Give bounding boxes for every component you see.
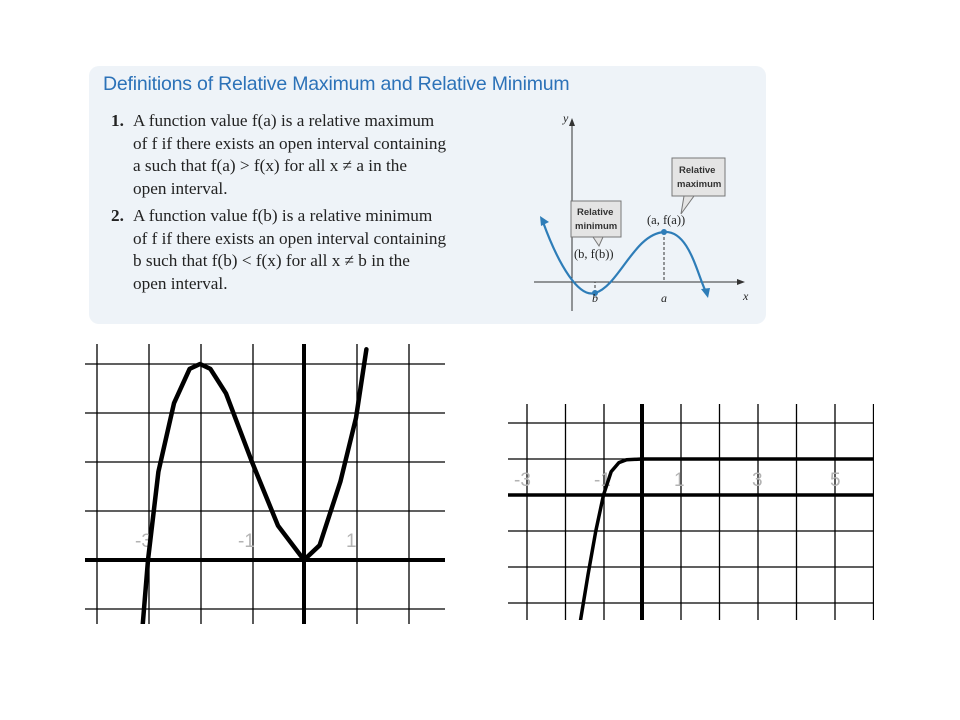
tick-label: 5 <box>830 470 841 491</box>
item-line: of f if there exists an open interval co… <box>133 228 447 248</box>
item-number: 1. <box>111 111 124 130</box>
tick-label: 1 <box>346 531 357 552</box>
min-callout-line2: minimum <box>575 221 617 232</box>
min-callout-line1: Relative <box>577 207 613 218</box>
inset-x-arrow <box>737 279 745 285</box>
max-callout-box <box>671 157 726 197</box>
exponential-graph: -3 -1 1 3 5 <box>508 404 874 620</box>
relative-extrema-diagram: y x b a (a, f(a)) (b, f(b)) Relative max… <box>534 111 749 311</box>
tick-label: 1 <box>674 470 685 491</box>
cubic-graph: -3 -1 1 <box>85 344 445 624</box>
definition-item-relative-maximum: 1. A function value f(a) is a relative m… <box>111 110 531 200</box>
exponential-curve <box>578 457 874 620</box>
inset-y-label: y <box>562 111 569 125</box>
inset-b-label: b <box>592 291 598 305</box>
definition-item-relative-minimum: 2. A function value f(b) is a relative m… <box>111 205 531 295</box>
inset-max-point-label: (a, f(a)) <box>647 213 685 227</box>
item-line: b such that f(b) < f(x) for all x ≠ b in… <box>133 251 410 270</box>
inset-x-label: x <box>742 289 749 303</box>
tick-label: -1 <box>238 531 255 552</box>
tick-label: -3 <box>514 470 531 491</box>
definition-box: Definitions of Relative Maximum and Rela… <box>89 66 766 324</box>
max-callout-line2: maximum <box>677 179 721 190</box>
inset-max-point <box>661 229 667 235</box>
min-callout-pointer <box>592 236 604 248</box>
grid <box>508 404 874 620</box>
definition-title: Definitions of Relative Maximum and Rela… <box>103 73 570 95</box>
item-line: of f if there exists an open interval co… <box>133 133 447 153</box>
tick-label: 3 <box>752 470 763 491</box>
inset-curve <box>541 221 707 295</box>
inset-a-label: a <box>661 291 667 305</box>
cubic-curve <box>140 347 369 624</box>
item-line: A function value f(a) is a relative maxi… <box>133 111 435 130</box>
inset-min-point-label: (b, f(b)) <box>574 247 614 261</box>
item-number: 2. <box>111 206 124 225</box>
grid <box>85 344 445 624</box>
inset-y-arrow <box>569 118 575 126</box>
inset-curve-arrow-left <box>540 216 549 226</box>
max-callout-line1: Relative <box>679 165 715 176</box>
inset-min-point <box>592 290 598 296</box>
item-line: open interval. <box>133 178 228 198</box>
max-callout-pointer <box>680 195 695 215</box>
inset-curve-arrow <box>701 288 710 298</box>
item-line: A function value f(b) is a relative mini… <box>133 206 433 225</box>
item-line: open interval. <box>133 273 228 293</box>
item-line: a such that f(a) > f(x) for all x ≠ a in… <box>133 156 407 175</box>
